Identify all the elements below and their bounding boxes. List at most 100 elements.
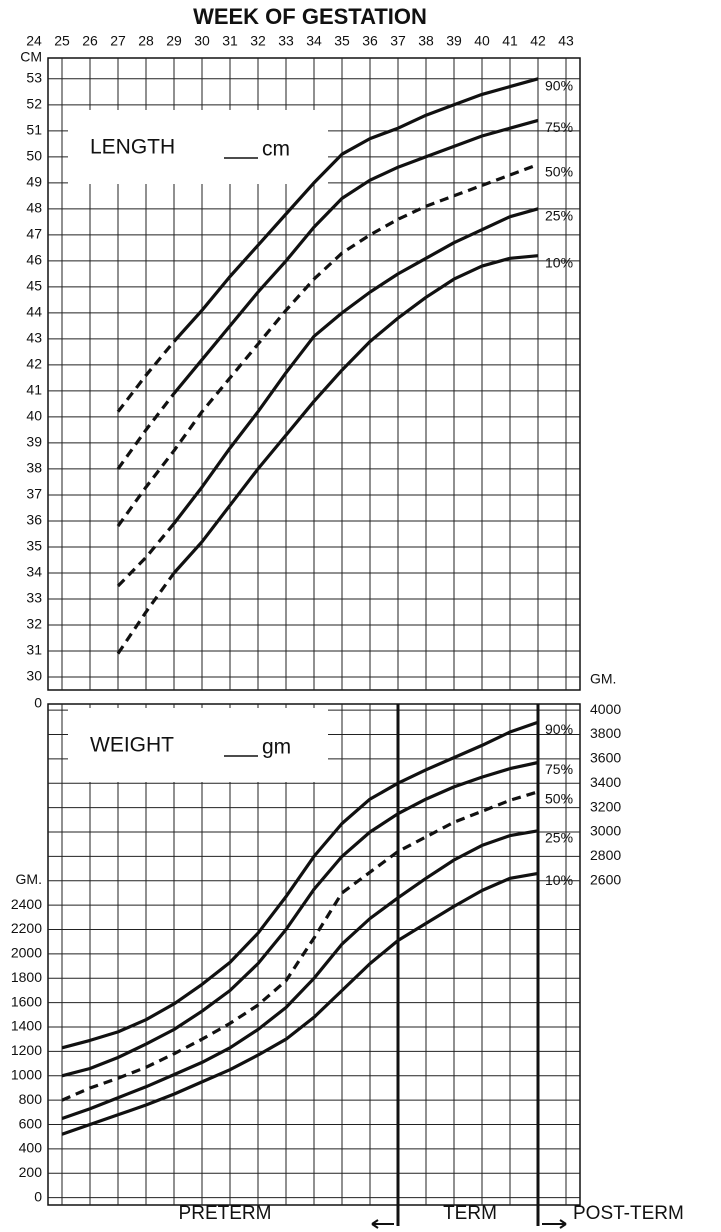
y-tick-label: 2400 (11, 896, 42, 912)
term-annotation: PRETERM (179, 1203, 272, 1224)
x-tick-label: 25 (54, 33, 70, 49)
y-tick-label: 35 (26, 538, 42, 554)
y-tick-label: 52 (26, 96, 42, 112)
y-tick-label: 400 (19, 1140, 43, 1156)
y-axis-label: CM (20, 49, 42, 65)
percentile-line (116, 392, 176, 470)
x-tick-label: 43 (558, 33, 574, 49)
y-tick-label: 45 (26, 278, 42, 294)
percentile-line (172, 254, 539, 575)
y-tick-label: 38 (26, 460, 42, 476)
y-tick-label: 50 (26, 148, 42, 164)
y2-tick-label: 4000 (590, 701, 621, 717)
y-tick-label: 2000 (11, 945, 42, 961)
x-tick-label: 28 (138, 33, 154, 49)
y-tick-label: 36 (26, 512, 42, 528)
percentile-line (172, 118, 539, 395)
y-tick-label: 43 (26, 330, 42, 346)
x-tick-label: 35 (334, 33, 350, 49)
y-tick-label: 34 (26, 564, 42, 580)
y-tick-label: 51 (26, 122, 42, 138)
y-tick-label: 39 (26, 434, 42, 450)
percentile-line (61, 720, 539, 1050)
y-tick-label: 49 (26, 174, 42, 190)
arrow (542, 1219, 567, 1229)
percentile-label: 50% (545, 163, 573, 179)
percentile-label: 10% (545, 872, 573, 888)
percentile-label: 75% (545, 761, 573, 777)
percentile-line (116, 340, 176, 413)
percentile-line (61, 790, 539, 1102)
x-tick-label: 24 (26, 33, 42, 49)
percentile-line (172, 77, 539, 343)
y2-tick-label: 2800 (590, 847, 621, 863)
label-box (68, 110, 328, 184)
x-tick-label: 32 (250, 33, 266, 49)
y-tick-label: 47 (26, 226, 42, 242)
x-tick-label: 26 (82, 33, 98, 49)
percentile-line (116, 572, 176, 655)
y-tick-label: 33 (26, 590, 42, 606)
y-tick-label: 1800 (11, 969, 42, 985)
x-tick-label: 36 (362, 33, 378, 49)
y2-tick-label: 3200 (590, 798, 621, 814)
y-tick-label: 200 (19, 1164, 43, 1180)
measure-label: WEIGHT (90, 734, 174, 757)
y-tick-label: 600 (19, 1115, 43, 1131)
y-tick-label: 30 (26, 668, 42, 684)
x-tick-label: 41 (502, 33, 518, 49)
percentile-line (61, 871, 539, 1136)
y-tick-label: 1400 (11, 1018, 42, 1034)
y2-tick-label: 3800 (590, 725, 621, 741)
x-tick-label: 37 (390, 33, 406, 49)
percentile-line (61, 829, 539, 1121)
y-tick-label: 48 (26, 200, 42, 216)
x-tick-label: 30 (194, 33, 210, 49)
percentile-label: 90% (545, 78, 573, 94)
term-annotation: POST-TERM (573, 1203, 684, 1224)
axis-break-label: 0 (34, 695, 42, 711)
percentile-label: 75% (545, 119, 573, 135)
x-tick-label: 31 (222, 33, 238, 49)
arrow (371, 1219, 394, 1229)
y-tick-label: 2200 (11, 920, 42, 936)
percentile-line (116, 163, 539, 528)
y2-tick-label: 2600 (590, 871, 621, 887)
x-tick-label: 34 (306, 33, 322, 49)
x-tick-label: 27 (110, 33, 126, 49)
y-tick-label: 41 (26, 382, 42, 398)
y2-axis-label: GM. (590, 671, 616, 687)
y-tick-label: 32 (26, 616, 42, 632)
y-tick-label: 37 (26, 486, 42, 502)
y-tick-label: 1000 (11, 1066, 42, 1082)
y-tick-label: 1600 (11, 993, 42, 1009)
measure-label: LENGTH (90, 136, 175, 159)
x-tick-label: 33 (278, 33, 294, 49)
y-tick-label: 42 (26, 356, 42, 372)
y-axis-label: GM. (16, 871, 42, 887)
y-tick-label: 53 (26, 70, 42, 86)
unit-label: gm (262, 736, 291, 759)
y-tick-label: 800 (19, 1091, 43, 1107)
x-tick-label: 38 (418, 33, 434, 49)
x-tick-label: 40 (474, 33, 490, 49)
y-tick-label: 31 (26, 642, 42, 658)
y-tick-label: 1200 (11, 1042, 42, 1058)
y-tick-label: 40 (26, 408, 42, 424)
percentile-label: 25% (545, 208, 573, 224)
y2-tick-label: 3600 (590, 750, 621, 766)
percentile-label: 90% (545, 721, 573, 737)
x-tick-label: 29 (166, 33, 182, 49)
y2-tick-label: 3400 (590, 774, 621, 790)
percentile-label: 25% (545, 829, 573, 845)
y-tick-label: 0 (34, 1188, 42, 1204)
percentile-line (61, 760, 539, 1078)
y-tick-label: 44 (26, 304, 42, 320)
x-tick-label: 39 (446, 33, 462, 49)
term-annotation: TERM (443, 1203, 497, 1224)
y-tick-label: 46 (26, 252, 42, 268)
chart-title: WEEK OF GESTATION (193, 4, 427, 29)
label-box (68, 708, 328, 782)
unit-label: cm (262, 138, 290, 161)
